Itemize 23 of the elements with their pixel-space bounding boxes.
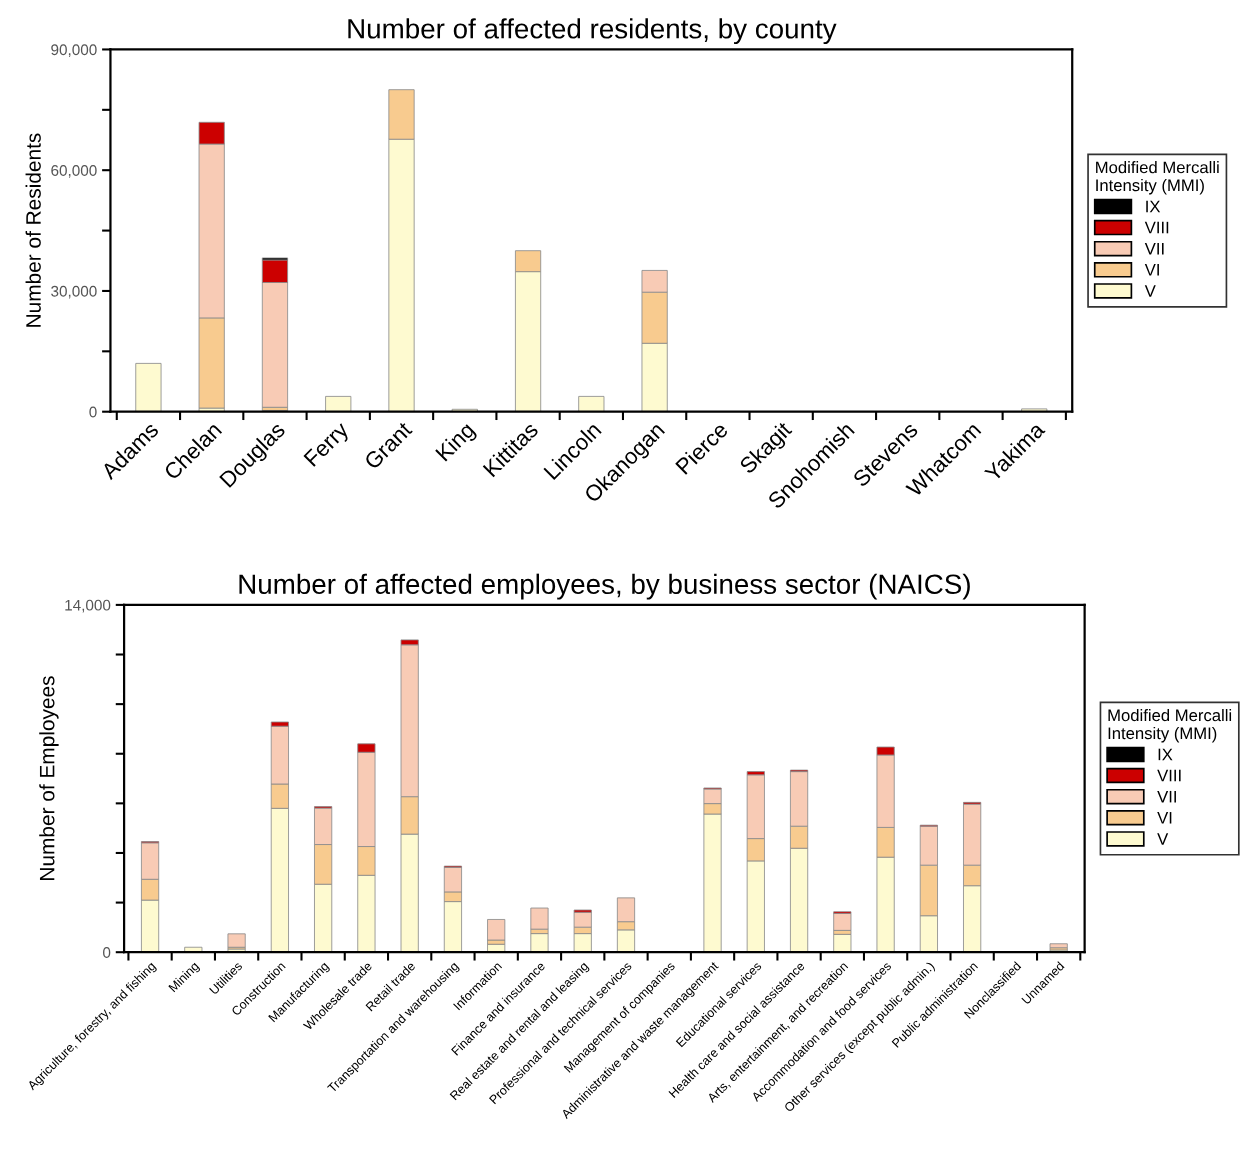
legend-label: VII xyxy=(1157,790,1176,803)
legend-title: Modified Mercalli Intensity (MMI) xyxy=(1096,161,1219,195)
y-tick-label: 30,000 xyxy=(51,285,97,299)
legend-label: VI xyxy=(1144,264,1159,276)
legend-label: VI xyxy=(1157,812,1172,824)
y-tick-label: 0 xyxy=(103,947,111,958)
legend-title: Modified Mercalli Intensity (MMI) xyxy=(1108,708,1232,743)
y-axis-title: Number of Residents xyxy=(25,133,41,327)
legend-label: V xyxy=(1144,285,1156,297)
legend-label: IX xyxy=(1146,200,1161,213)
chart-title: Number of affected residents, by county xyxy=(348,18,837,45)
legend-label: VIII xyxy=(1144,221,1169,234)
y-tick-label: 0 xyxy=(89,406,97,418)
chart-title: Number of affected employees, by business sector (NAICS) xyxy=(239,573,970,600)
legend-label: VII xyxy=(1144,242,1164,255)
legend-label: IX xyxy=(1158,748,1173,761)
legend-label: V xyxy=(1157,833,1169,845)
y-tick-label: 60,000 xyxy=(51,165,97,178)
x-tick-label: King xyxy=(434,421,479,465)
y-axis-title: Number of Employees xyxy=(39,676,59,880)
legend-label: VIII xyxy=(1157,769,1181,782)
y-tick-label: 14,000 xyxy=(65,599,111,613)
y-tick-label: 90,000 xyxy=(51,44,97,57)
